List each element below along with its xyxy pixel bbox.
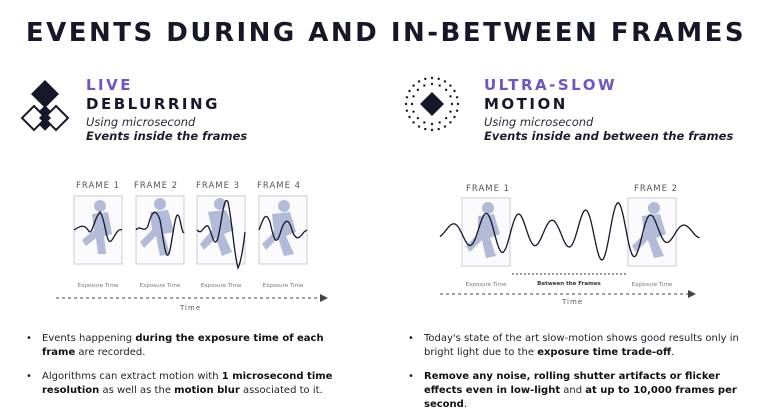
right-frame-1-label: FRAME 1 [466,184,511,194]
left-events-diagram: Exposure Time Exposure Time Exposure Tim… [56,195,328,302]
left-subtitle: Using microsecond [86,115,196,129]
runner-figure-icon [466,202,500,258]
right-heading-main: MOTION [484,95,568,113]
left-heading-accent: LIVE [86,76,133,94]
event-wave [439,202,700,261]
right-subtitle: Using microsecond [484,115,594,129]
svg-text:Exposure Time: Exposure Time [466,282,507,288]
left-subtitle-bold: Events inside the frames [86,129,248,143]
left-frame-2-label: FRAME 2 [134,181,179,191]
right-heading-accent: ULTRA-SLOW [484,76,617,94]
right-bullet-1: • Today's state of the art slow-motion s… [408,333,739,358]
left-frame-3-label: FRAME 3 [196,181,241,191]
left-bullet-2: • Algorithms can extract motion with 1 m… [26,371,333,396]
event-wave [73,211,123,243]
svg-text:Exposure Time: Exposure Time [201,283,242,289]
left-bullet-1: • Events happening during the exposure t… [26,333,324,358]
left-heading-main: DEBLURRING [86,95,220,113]
right-subtitle-bold: Events inside and between the frames [484,129,734,143]
right-bullet-2: • Remove any noise, rolling shutter arti… [408,371,737,410]
svg-text:Exposure Time: Exposure Time [78,283,119,289]
left-frame-4-label: FRAME 4 [257,181,302,191]
event-wave [258,215,308,241]
right-time-label: Time [562,298,584,306]
svg-text:Exposure Time: Exposure Time [263,283,304,289]
page-title: EVENTS DURING AND IN-BETWEEN FRAMES [25,18,747,48]
svg-text:Exposure Time: Exposure Time [140,283,181,289]
runner-figure-icon [262,200,296,256]
runner-figure-icon [200,198,234,256]
left-frame-1-label: FRAME 1 [76,181,121,191]
right-frame-2-label: FRAME 2 [634,184,679,194]
runner-figure-icon [140,198,174,256]
svg-text:Exposure Time: Exposure Time [632,282,673,288]
event-wave [196,199,246,270]
diamond-logo-icon [20,80,70,132]
right-events-diagram: Exposure Time Exposure Time Between the … [439,197,700,298]
svg-text:Between the Frames: Between the Frames [537,281,601,287]
left-time-label: Time [180,304,202,312]
event-wave [135,211,185,256]
dotted-diamond-icon [404,76,460,132]
